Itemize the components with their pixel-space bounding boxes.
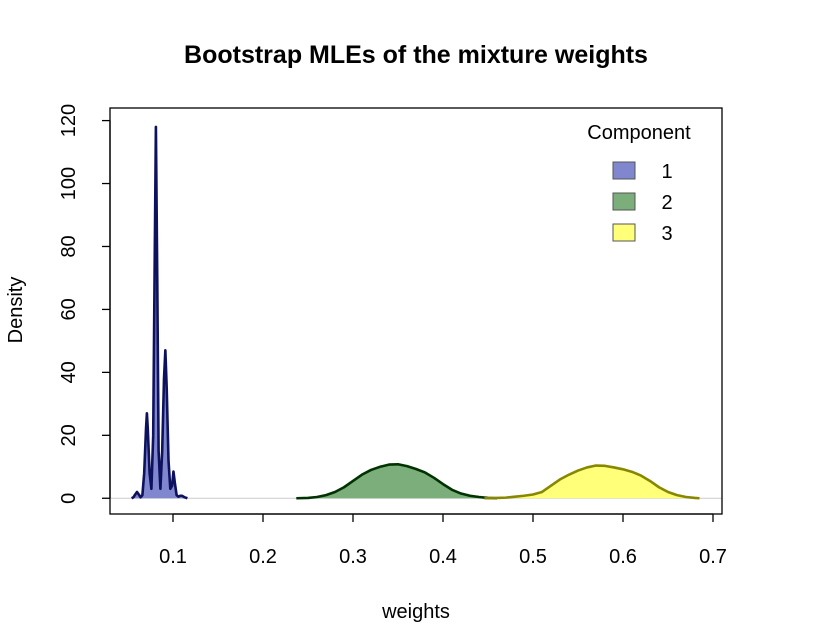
- y-tick-label: 20: [58, 424, 80, 446]
- y-tick-label: 40: [58, 361, 80, 383]
- y-tick-label: 0: [58, 493, 80, 504]
- density-area-3: [484, 465, 700, 499]
- y-tick-label: 60: [58, 298, 80, 320]
- x-tick-label: 0.6: [609, 546, 637, 568]
- x-tick-label: 0.3: [339, 546, 367, 568]
- x-tick-label: 0.4: [429, 546, 457, 568]
- legend-label-3: 3: [661, 223, 672, 245]
- y-tick-label: 100: [58, 167, 80, 200]
- legend-label-2: 2: [661, 192, 672, 214]
- x-tick-label: 0.2: [249, 546, 277, 568]
- density-line-3: [484, 464, 700, 500]
- x-axis: 0.1 0.2 0.3 0.4 0.5 0.6 0.7: [159, 513, 727, 568]
- density-area-2: [296, 464, 497, 499]
- y-axis: 0 20 40 60 80 100 120: [58, 104, 111, 504]
- density-line-2: [296, 462, 498, 500]
- x-tick-label: 0.7: [699, 546, 727, 568]
- legend-label-1: 1: [661, 161, 672, 183]
- legend-title: Component: [587, 122, 691, 144]
- legend: Component 1 2 3: [587, 122, 691, 245]
- y-axis-label: Density: [5, 277, 27, 344]
- x-tick-label: 0.5: [519, 546, 547, 568]
- series-layer: [110, 125, 722, 500]
- legend-swatch-2: [612, 192, 636, 211]
- x-axis-label: weights: [381, 601, 450, 623]
- legend-swatch-3: [612, 223, 636, 242]
- y-tick-label: 120: [58, 104, 80, 137]
- legend-swatch-1: [612, 161, 636, 180]
- x-tick-label: 0.1: [159, 546, 187, 568]
- density-line-1: [130, 125, 188, 500]
- chart-title: Bootstrap MLEs of the mixture weights: [184, 41, 648, 69]
- y-tick-label: 80: [58, 235, 80, 257]
